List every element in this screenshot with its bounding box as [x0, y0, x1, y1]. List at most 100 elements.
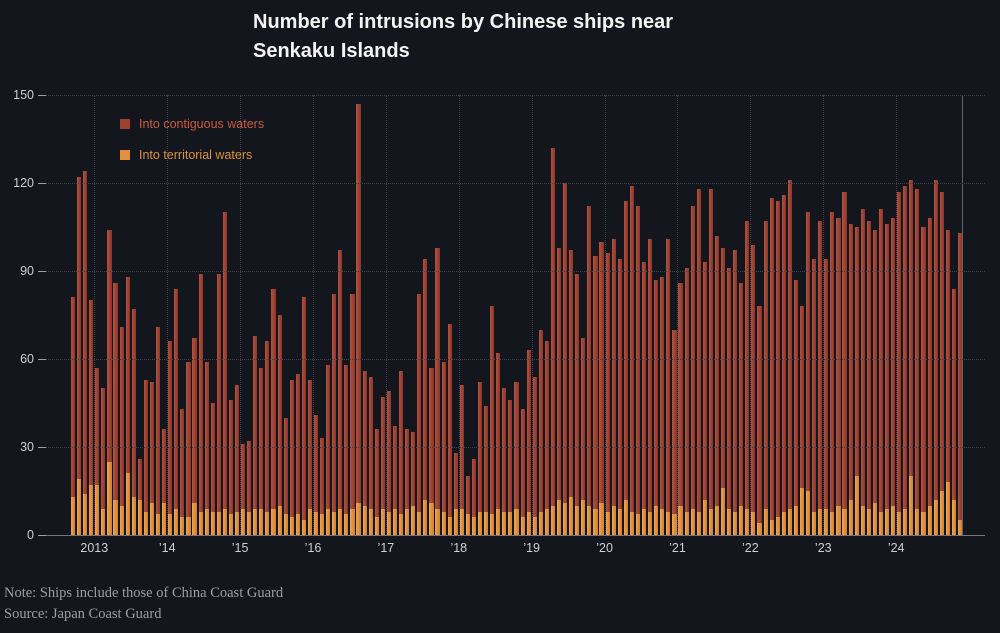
bar-territorial — [909, 476, 914, 535]
gridline-vertical — [823, 95, 825, 535]
y-tick-mark — [38, 183, 46, 184]
bar-territorial — [824, 508, 829, 535]
bar-contiguous — [453, 452, 458, 535]
bar-territorial — [666, 511, 671, 535]
bar-territorial — [149, 502, 155, 535]
bar-territorial — [320, 514, 325, 535]
bar-territorial — [872, 502, 877, 535]
bar-territorial — [915, 508, 920, 535]
bar-territorial — [156, 514, 161, 535]
bar-contiguous — [156, 326, 161, 535]
bar-contiguous — [569, 250, 574, 535]
bar-territorial — [508, 511, 513, 535]
bar-contiguous — [599, 241, 604, 535]
bar-territorial — [957, 520, 963, 535]
bar-territorial — [854, 476, 859, 535]
bar-contiguous — [775, 200, 780, 535]
bar-contiguous — [556, 247, 562, 535]
y-axis: 0 30 60 90 120 150 — [2, 88, 34, 542]
y-tick-label: 30 — [20, 440, 34, 454]
bar-contiguous — [781, 194, 786, 535]
bar-territorial — [575, 505, 580, 535]
bar-contiguous — [733, 250, 738, 535]
bar-contiguous — [854, 227, 859, 535]
bar-contiguous — [702, 262, 707, 535]
gridline-vertical — [604, 95, 606, 535]
bar-contiguous — [696, 188, 701, 535]
x-axis: 2013 ’14 ’15 ’16 ’17 ’18 ’19 ’20 ’21 ’22 ’23 ’24 — [40, 541, 985, 559]
bar-territorial — [496, 508, 501, 535]
bar-contiguous — [550, 147, 555, 535]
bar-contiguous — [301, 297, 306, 535]
bar-territorial — [842, 508, 847, 535]
bar-territorial — [629, 511, 634, 535]
bar-territorial — [860, 505, 865, 535]
x-tick-label: ’22 — [742, 541, 759, 555]
bar-territorial — [532, 517, 537, 535]
bar-contiguous — [605, 253, 610, 535]
bar-contiguous — [271, 288, 276, 535]
bar-contiguous — [818, 221, 823, 535]
bar-contiguous — [386, 391, 391, 535]
bar-contiguous — [338, 250, 343, 535]
x-tick-label: ’24 — [887, 541, 905, 555]
bar-contiguous — [957, 232, 963, 535]
bar-territorial — [642, 508, 647, 535]
bar-territorial — [241, 508, 246, 535]
bar-contiguous — [848, 224, 853, 535]
bar-territorial — [702, 499, 707, 535]
bar-contiguous — [678, 282, 683, 535]
bar-contiguous — [89, 300, 94, 535]
bar-territorial — [101, 508, 106, 535]
bar-territorial — [763, 508, 768, 535]
bar-contiguous — [405, 429, 410, 535]
bar-territorial — [866, 508, 871, 535]
bar-territorial — [417, 511, 422, 535]
bar-contiguous — [441, 361, 446, 535]
bar-territorial — [77, 479, 82, 535]
chart-title-line-2: Senkaku Islands — [253, 40, 410, 62]
gridline-vertical — [677, 95, 679, 535]
bar-contiguous — [763, 221, 768, 535]
legend: Into contiguous waters Into territorial … — [120, 117, 264, 179]
bar-territorial — [648, 511, 653, 535]
bar-territorial — [593, 508, 598, 535]
bar-contiguous — [77, 177, 82, 535]
bar-territorial — [380, 508, 385, 535]
note-line: Note: Ships include those of China Coast… — [4, 585, 284, 601]
x-tick-label: ’16 — [304, 541, 322, 555]
bar-contiguous — [174, 288, 179, 535]
bar-territorial — [526, 511, 531, 535]
gridline-vertical — [94, 95, 96, 535]
bar-contiguous — [915, 188, 920, 535]
bar-contiguous — [234, 385, 240, 535]
bar-territorial — [799, 488, 805, 535]
bar-territorial — [635, 514, 641, 535]
bar-territorial — [405, 508, 410, 535]
x-tick-label: ’17 — [377, 541, 395, 555]
bar-contiguous — [903, 185, 908, 535]
gridline-vertical — [240, 95, 242, 535]
bar-territorial — [374, 517, 379, 535]
bar-contiguous — [739, 282, 744, 535]
bar-territorial — [520, 517, 525, 535]
bar-contiguous — [119, 326, 124, 535]
bar-territorial — [222, 508, 227, 535]
bar-contiguous — [690, 206, 695, 535]
bar-contiguous — [490, 306, 495, 535]
bar-territorial — [836, 505, 841, 535]
bar-territorial — [89, 485, 94, 535]
bar-territorial — [162, 502, 167, 535]
bar-territorial — [727, 508, 732, 535]
bar-contiguous — [951, 288, 956, 535]
bar-contiguous — [666, 238, 671, 535]
bar-contiguous — [520, 408, 525, 535]
bar-contiguous — [186, 361, 191, 535]
gridline-vertical — [167, 95, 169, 535]
bar-contiguous — [708, 188, 713, 535]
bar-territorial — [247, 511, 252, 535]
bar-territorial — [806, 491, 811, 535]
x-tick-label: ’23 — [814, 541, 832, 555]
bar-territorial — [362, 505, 367, 535]
x-tick-label: ’21 — [669, 541, 686, 555]
